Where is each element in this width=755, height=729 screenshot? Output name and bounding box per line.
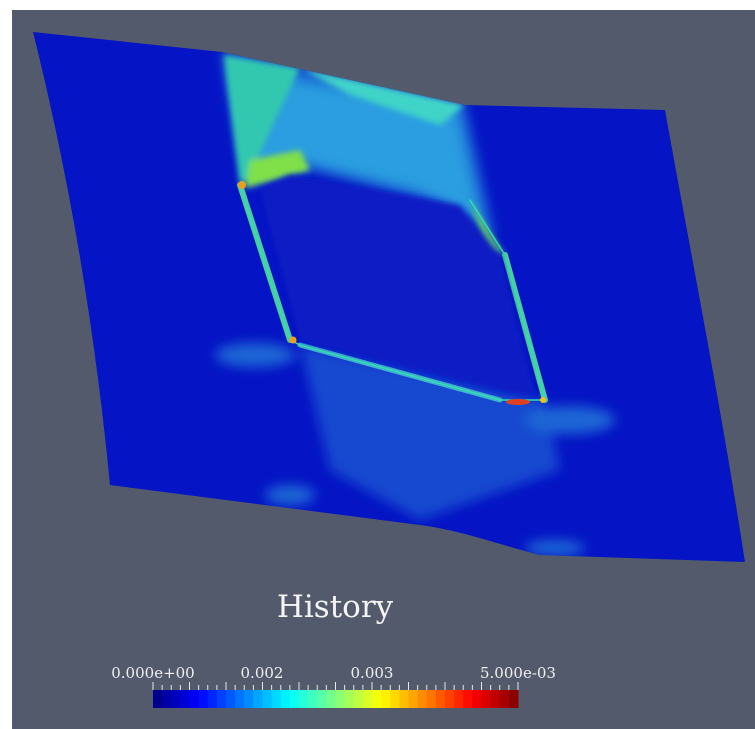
field-spot: [265, 485, 315, 505]
colorbar-band: [162, 690, 172, 708]
colorbar-band: [372, 690, 382, 708]
colorbar-band: [263, 690, 273, 708]
colorbar-band: [390, 690, 400, 708]
colorbar-band: [500, 690, 510, 708]
colorbar-band: [253, 690, 263, 708]
colorbar-band: [409, 690, 419, 708]
colorbar-label: 0.002: [241, 664, 284, 682]
colorbar-band: [199, 690, 209, 708]
colorbar-band: [217, 690, 227, 708]
colorbar-band: [418, 690, 428, 708]
colorbar-band: [153, 690, 163, 708]
colorbar-band: [290, 690, 300, 708]
hot-spot: [506, 399, 530, 405]
colorbar-band: [482, 690, 492, 708]
colorbar-band: [491, 690, 501, 708]
colorbar-band: [345, 690, 355, 708]
colorbar-band: [272, 690, 282, 708]
field-spot: [525, 406, 615, 434]
colorbar-band: [454, 690, 464, 708]
hot-spot: [540, 397, 546, 403]
title: History: [277, 589, 394, 625]
colorbar-band: [190, 690, 200, 708]
colorbar-band: [436, 690, 446, 708]
colorbar-band: [281, 690, 291, 708]
colorbar-label: 0.000e+00: [111, 664, 194, 682]
colorbar-band: [363, 690, 373, 708]
colorbar-band: [472, 690, 482, 708]
colorbar-band: [326, 690, 336, 708]
viewport: History 0.000e+00 0.002 0.003 5.000e-03: [0, 0, 755, 729]
colorbar-band: [308, 690, 318, 708]
colorbar-label: 5.000e-03: [480, 664, 556, 682]
colorbar-band: [381, 690, 391, 708]
colorbar-band: [427, 690, 437, 708]
field-spot: [215, 343, 295, 367]
hot-spot: [238, 181, 246, 189]
render-view: History 0.000e+00 0.002 0.003 5.000e-03: [0, 0, 755, 729]
colorbar-band: [445, 690, 455, 708]
colorbar-band: [208, 690, 218, 708]
colorbar-band: [180, 690, 190, 708]
colorbar-band: [354, 690, 364, 708]
colorbar-band: [463, 690, 473, 708]
colorbar-band: [244, 690, 254, 708]
colorbar-band: [317, 690, 327, 708]
colorbar-band: [509, 690, 519, 708]
colorbar: [153, 682, 519, 708]
colorbar-label: 0.003: [351, 664, 394, 682]
colorbar-band: [226, 690, 236, 708]
colorbar-band: [171, 690, 181, 708]
colorbar-band: [399, 690, 409, 708]
colorbar-band: [336, 690, 346, 708]
colorbar-band: [299, 690, 309, 708]
hot-spot: [290, 337, 297, 344]
colorbar-band: [235, 690, 245, 708]
